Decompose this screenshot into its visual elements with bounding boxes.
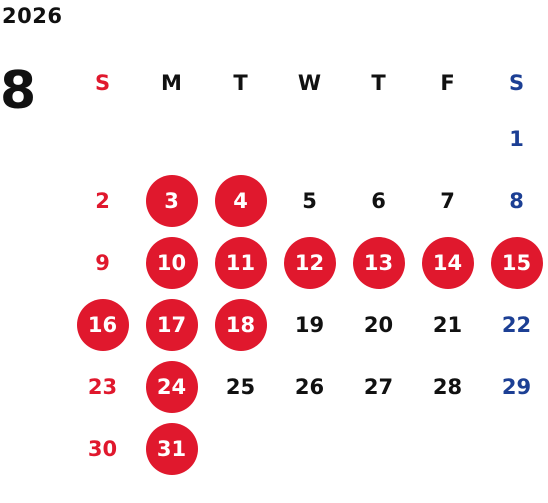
day-cell: 20	[344, 294, 413, 356]
week-row: 9 10 11 12 13 14 15	[68, 232, 548, 294]
day-cell: 27	[344, 356, 413, 418]
day-cell: 15	[482, 232, 548, 294]
day-cell: 25	[206, 356, 275, 418]
calendar-date[interactable]: 28	[432, 375, 463, 399]
day-cell: 17	[137, 294, 206, 356]
highlighted-date[interactable]: 17	[145, 299, 198, 351]
calendar-date[interactable]: 29	[501, 375, 532, 399]
highlighted-date[interactable]: 15	[490, 237, 543, 289]
day-cell: 5	[275, 170, 344, 232]
day-cell: 6	[344, 170, 413, 232]
week-row: 23 24 25 26 27 28 29	[68, 356, 548, 418]
calendar-date[interactable]: 7	[440, 189, 455, 213]
weekday-header-sunday: S	[94, 71, 111, 95]
calendar-date[interactable]: 23	[87, 375, 118, 399]
calendar-date[interactable]: 21	[432, 313, 463, 337]
weekday-header-row: S M T W T F S	[68, 58, 548, 108]
weekday-header-friday: F	[440, 71, 455, 95]
month-number: 8	[0, 61, 37, 121]
calendar-date[interactable]: 30	[87, 437, 118, 461]
week-row: 30 31	[68, 418, 548, 480]
day-cell: 9	[68, 232, 137, 294]
weekday-header-tuesday: T	[233, 71, 248, 95]
calendar-date[interactable]: 1	[509, 127, 524, 151]
day-cell: 11	[206, 232, 275, 294]
highlighted-date[interactable]: 13	[352, 237, 405, 289]
day-cell: 31	[137, 418, 206, 480]
day-cell: 2	[68, 170, 137, 232]
day-cell: 7	[413, 170, 482, 232]
day-cell: 21	[413, 294, 482, 356]
highlighted-date[interactable]: 31	[145, 423, 198, 475]
highlighted-date[interactable]: 24	[145, 361, 198, 413]
day-cell: 29	[482, 356, 548, 418]
day-cell	[206, 418, 275, 480]
day-cell	[275, 108, 344, 170]
calendar-date[interactable]: 27	[363, 375, 394, 399]
day-cell: 4	[206, 170, 275, 232]
day-cell: 14	[413, 232, 482, 294]
week-row: 16 17 18 19 20 21 22	[68, 294, 548, 356]
day-cell: 23	[68, 356, 137, 418]
day-cell	[344, 108, 413, 170]
calendar-date[interactable]: 9	[95, 251, 110, 275]
calendar-date[interactable]: 2	[95, 189, 110, 213]
day-cell: 26	[275, 356, 344, 418]
day-cell: 19	[275, 294, 344, 356]
calendar-date[interactable]: 20	[363, 313, 394, 337]
weekday-header-wednesday: W	[297, 71, 322, 95]
weekday-header-saturday: S	[508, 71, 525, 95]
day-cell: 28	[413, 356, 482, 418]
day-cell	[344, 418, 413, 480]
day-cell: 1	[482, 108, 548, 170]
day-cell	[413, 418, 482, 480]
highlighted-date[interactable]: 4	[214, 175, 267, 227]
day-cell	[275, 418, 344, 480]
calendar-date[interactable]: 26	[294, 375, 325, 399]
day-cell: 30	[68, 418, 137, 480]
day-cell	[68, 108, 137, 170]
day-cell: 16	[68, 294, 137, 356]
weekday-header-thursday: T	[371, 71, 386, 95]
calendar-date[interactable]: 25	[225, 375, 256, 399]
day-cell: 8	[482, 170, 548, 232]
day-cell: 3	[137, 170, 206, 232]
weeks-container: 1 2 3 4 5 6 7 8 9 10 11 12 13 14 15 16 17 18 19 20 21 22 23 24 2…	[68, 108, 548, 480]
calendar-date[interactable]: 6	[371, 189, 386, 213]
day-cell: 24	[137, 356, 206, 418]
year-label: 2026	[2, 4, 63, 28]
day-cell	[482, 418, 548, 480]
day-cell: 13	[344, 232, 413, 294]
highlighted-date[interactable]: 10	[145, 237, 198, 289]
week-row: 1	[68, 108, 548, 170]
calendar-date[interactable]: 19	[294, 313, 325, 337]
highlighted-date[interactable]: 11	[214, 237, 267, 289]
highlighted-date[interactable]: 18	[214, 299, 267, 351]
highlighted-date[interactable]: 12	[283, 237, 336, 289]
day-cell: 12	[275, 232, 344, 294]
day-cell: 22	[482, 294, 548, 356]
calendar-grid: S M T W T F S 1 2 3 4 5 6 7 8 9 10 11 12 13 14 15 16 17 1…	[68, 58, 548, 480]
day-cell	[137, 108, 206, 170]
calendar-date[interactable]: 8	[509, 189, 524, 213]
calendar-date[interactable]: 5	[302, 189, 317, 213]
calendar-date[interactable]: 22	[501, 313, 532, 337]
day-cell	[413, 108, 482, 170]
highlighted-date[interactable]: 3	[145, 175, 198, 227]
highlighted-date[interactable]: 14	[421, 237, 474, 289]
day-cell: 10	[137, 232, 206, 294]
day-cell	[206, 108, 275, 170]
weekday-header-monday: M	[161, 71, 182, 95]
highlighted-date[interactable]: 16	[76, 299, 129, 351]
day-cell: 18	[206, 294, 275, 356]
